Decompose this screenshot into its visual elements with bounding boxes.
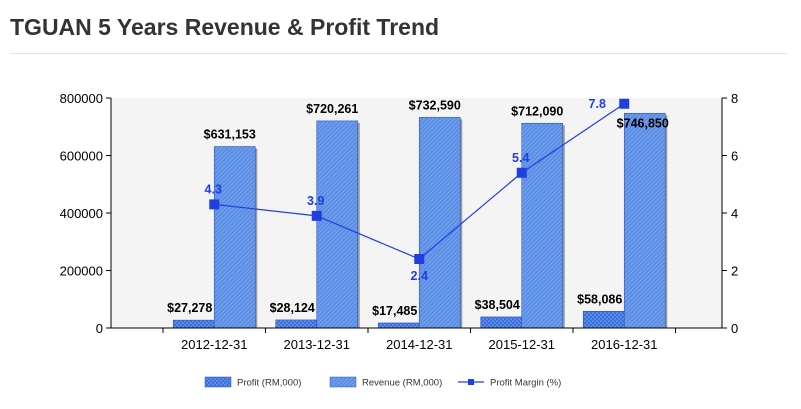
profit-bar-label: $27,278	[167, 301, 212, 315]
profit-bar	[275, 319, 318, 329]
profit-margin-label: 4.3	[205, 182, 222, 196]
y-left-tick-label: 200000	[60, 264, 103, 279]
revenue-bar-label: $631,153	[204, 128, 256, 142]
revenue-bar	[521, 122, 564, 329]
profit-margin-label: 7.8	[589, 97, 606, 111]
y-right-tick-label: 6	[731, 149, 738, 164]
bars-layer	[172, 112, 668, 329]
revenue-bar	[623, 112, 666, 329]
x-tick-label: 2015-12-31	[489, 337, 556, 352]
y-left-tick-label: 400000	[60, 206, 103, 221]
x-tick-label: 2013-12-31	[284, 337, 351, 352]
profit-bar-label: $58,086	[577, 292, 622, 306]
revenue-bar-label: $712,090	[511, 104, 563, 118]
y-left-tick-label: 0	[96, 321, 103, 336]
profit-margin-label: 2.4	[411, 269, 428, 283]
legend: Profit (RM,000) Revenue (RM,000) Profit Ma…	[204, 376, 561, 389]
profit-bar-label: $38,504	[475, 298, 520, 312]
y-left-tick-label: 800000	[60, 91, 103, 106]
profit-bar	[582, 311, 625, 329]
x-tick-label: 2012-12-31	[181, 337, 248, 352]
revenue-bar	[213, 146, 256, 329]
x-tick-label: 2014-12-31	[386, 337, 453, 352]
profit-margin-point	[414, 254, 425, 264]
legend-swatch-revenue	[329, 376, 357, 388]
profit-bar	[172, 319, 215, 329]
profit-margin-line-layer	[209, 98, 630, 264]
profit-margin-point	[516, 167, 527, 178]
y-right-tick-label: 4	[731, 206, 738, 221]
legend-swatch-margin-marker	[468, 379, 474, 385]
plot-area	[111, 98, 722, 328]
profit-bar-label: $17,485	[372, 304, 417, 318]
profit-bar-label: $28,124	[270, 301, 315, 315]
legend-label: Profit (RM,000)	[237, 378, 301, 389]
revenue-bar-label: $720,261	[306, 102, 358, 116]
y-right-tick-label: 2	[731, 264, 738, 279]
y-right-tick-label: 8	[731, 91, 738, 106]
profit-margin-point	[209, 199, 220, 210]
legend-label: Profit Margin (%)	[490, 378, 561, 389]
y-left-tick-label: 600000	[60, 149, 103, 164]
revenue-bar-label: $746,850	[617, 116, 669, 130]
axes-layer: 0 200000 400000 600000 800000 0 2 4 6 8	[60, 91, 739, 336]
legend-label: Revenue (RM,000)	[362, 378, 442, 389]
x-tick-label: 2016-12-31	[591, 337, 658, 352]
legend-swatch-profit	[204, 376, 232, 388]
profit-margin-point	[311, 210, 322, 221]
profit-bar	[377, 322, 420, 329]
profit-margin-point	[619, 98, 630, 109]
title-divider	[10, 53, 787, 54]
profit-margin-label: 5.4	[512, 151, 529, 165]
revenue-bar	[418, 117, 461, 329]
y-right-tick-label: 0	[731, 321, 738, 336]
revenue-bar-label: $732,590	[409, 98, 461, 112]
labels-layer: $27,278 $631,153 2012-12-31 $28,124 $720,261…	[167, 97, 669, 352]
profit-margin-label: 3.9	[307, 194, 324, 208]
page-title: TGUAN 5 Years Revenue & Profit Trend	[10, 14, 440, 40]
profit-bar	[480, 316, 523, 329]
